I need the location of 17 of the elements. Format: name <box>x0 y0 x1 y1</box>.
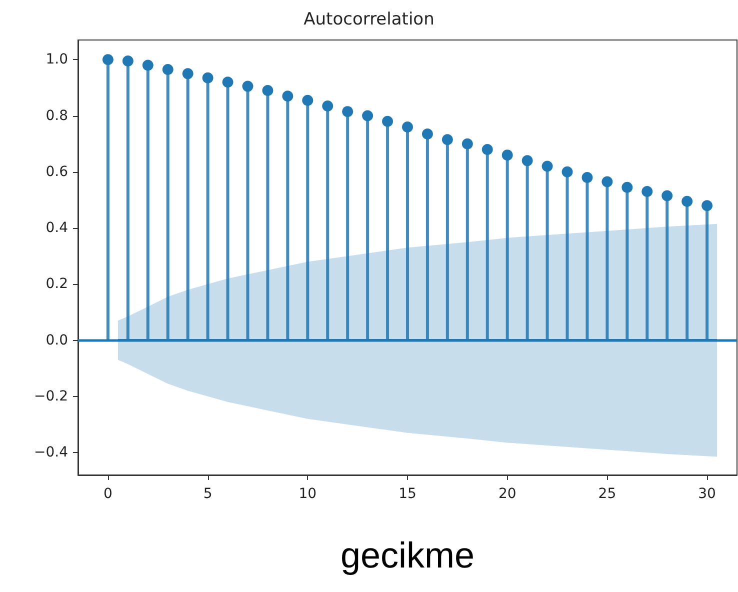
y-tick-label: 0.4 <box>46 220 68 236</box>
y-tick-label: 0.0 <box>46 332 68 348</box>
y-tick-label: 0.2 <box>46 276 68 292</box>
x-tick-label: 5 <box>203 486 212 502</box>
y-tick-label: −0.2 <box>34 388 68 404</box>
x-tick-label: 10 <box>298 486 317 502</box>
chart-title: Autocorrelation <box>304 10 434 30</box>
x-tick-label: 30 <box>698 486 716 502</box>
x-tick-label: 20 <box>498 486 516 502</box>
x-tick-label: 0 <box>103 486 112 502</box>
y-tick-label: 1.0 <box>46 52 68 68</box>
x-tick-label: 25 <box>598 486 616 502</box>
x-axis-title: gecikme <box>340 534 475 576</box>
y-tick-label: −0.4 <box>34 444 68 461</box>
y-tick-label: 0.6 <box>46 164 68 180</box>
x-tick-label: 15 <box>398 486 416 502</box>
y-tick-label: 0.8 <box>46 108 68 124</box>
